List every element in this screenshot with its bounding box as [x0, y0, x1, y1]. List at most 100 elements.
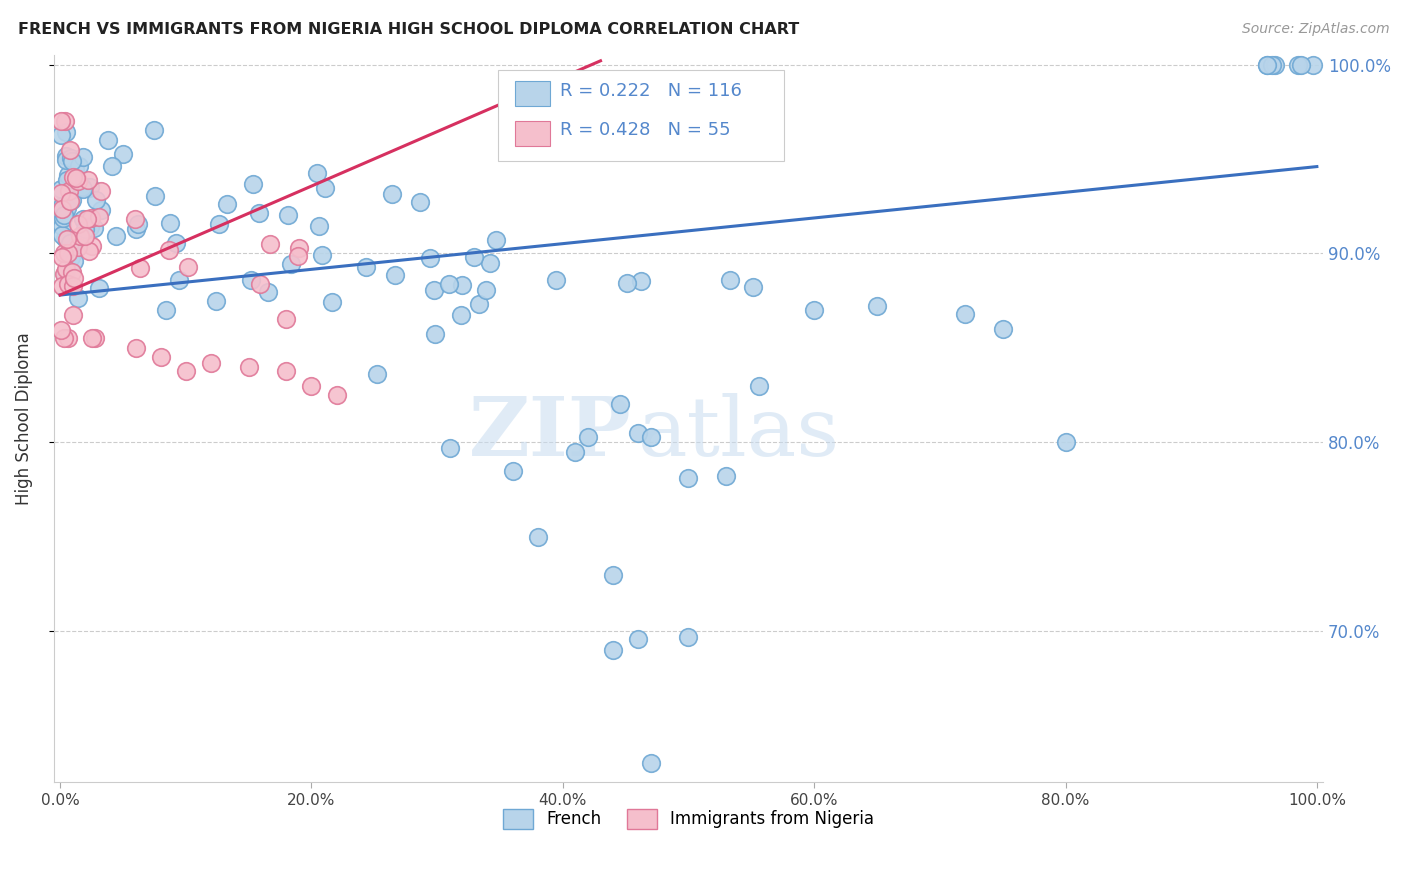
Point [159, 215, 181, 229]
Point [51, 186, 73, 200]
Point [51, 279, 73, 293]
Point [90, 202, 112, 217]
Point [423, 327, 446, 342]
Point [128, 260, 150, 275]
Point [602, 643, 624, 657]
Point [60, 154, 83, 169]
Point [259, 236, 281, 251]
Point [77, 211, 100, 226]
Text: atlas: atlas [638, 393, 839, 474]
FancyBboxPatch shape [515, 81, 550, 106]
Point [242, 177, 264, 191]
Point [544, 273, 567, 287]
Point [157, 243, 180, 257]
Point [52, 211, 75, 226]
Point [66, 182, 89, 196]
Point [62, 279, 84, 293]
Point [58, 185, 80, 199]
Point [439, 441, 461, 455]
Point [354, 260, 377, 274]
Point [640, 756, 662, 771]
Point [53, 114, 76, 128]
Point [83, 221, 105, 235]
Point [1302, 57, 1324, 71]
Point [76, 173, 98, 187]
Legend: French, Immigrants from Nigeria: French, Immigrants from Nigeria [496, 802, 880, 836]
Point [468, 297, 491, 311]
Point [1256, 57, 1278, 71]
Point [321, 294, 343, 309]
Point [325, 388, 347, 402]
Point [56, 201, 79, 215]
Text: ZIP: ZIP [468, 393, 631, 474]
Point [55, 125, 77, 139]
Point [627, 425, 650, 440]
Point [205, 293, 228, 308]
Point [249, 277, 271, 292]
Point [207, 217, 229, 231]
Point [112, 147, 135, 161]
Point [165, 236, 187, 251]
Y-axis label: High School Diploma: High School Diploma [15, 333, 32, 505]
Point [174, 363, 197, 377]
Point [287, 249, 309, 263]
Point [62, 308, 84, 322]
Point [53, 246, 76, 260]
Point [953, 307, 976, 321]
Point [1264, 57, 1286, 71]
Point [59, 250, 82, 264]
Point [277, 209, 299, 223]
Point [1286, 57, 1309, 71]
Point [66, 217, 89, 231]
Point [609, 397, 631, 411]
Point [630, 274, 652, 288]
Point [77, 244, 100, 258]
Point [79, 180, 101, 194]
Point [1054, 435, 1077, 450]
Point [502, 464, 524, 478]
Point [257, 285, 280, 299]
Point [167, 273, 190, 287]
Point [381, 186, 404, 201]
FancyBboxPatch shape [515, 121, 550, 146]
Point [59, 151, 82, 165]
Point [80, 211, 103, 225]
Point [66, 174, 89, 188]
Point [866, 299, 889, 313]
Point [55, 149, 77, 163]
Point [51, 227, 73, 242]
Point [52, 331, 75, 345]
Point [991, 322, 1014, 336]
Point [60, 237, 83, 252]
Point [280, 257, 302, 271]
Point [58, 235, 80, 250]
Point [576, 430, 599, 444]
Point [69, 228, 91, 243]
Point [80, 331, 103, 345]
Point [56, 231, 79, 245]
Point [240, 273, 263, 287]
Point [366, 367, 388, 381]
Point [60, 265, 83, 279]
Point [101, 159, 124, 173]
Point [450, 309, 472, 323]
Point [55, 267, 77, 281]
Point [59, 143, 82, 157]
Point [384, 268, 406, 283]
Point [311, 247, 333, 261]
Point [56, 277, 79, 291]
Point [51, 128, 73, 142]
Text: R = 0.428   N = 55: R = 0.428 N = 55 [560, 120, 731, 138]
Point [314, 181, 336, 195]
Point [49, 323, 72, 337]
Point [52, 267, 75, 281]
Point [1256, 57, 1278, 71]
Point [301, 378, 323, 392]
Point [51, 219, 73, 233]
Point [678, 471, 700, 485]
Point [439, 277, 461, 291]
FancyBboxPatch shape [498, 70, 783, 161]
Point [56, 246, 79, 260]
Point [55, 231, 77, 245]
Point [89, 210, 111, 224]
